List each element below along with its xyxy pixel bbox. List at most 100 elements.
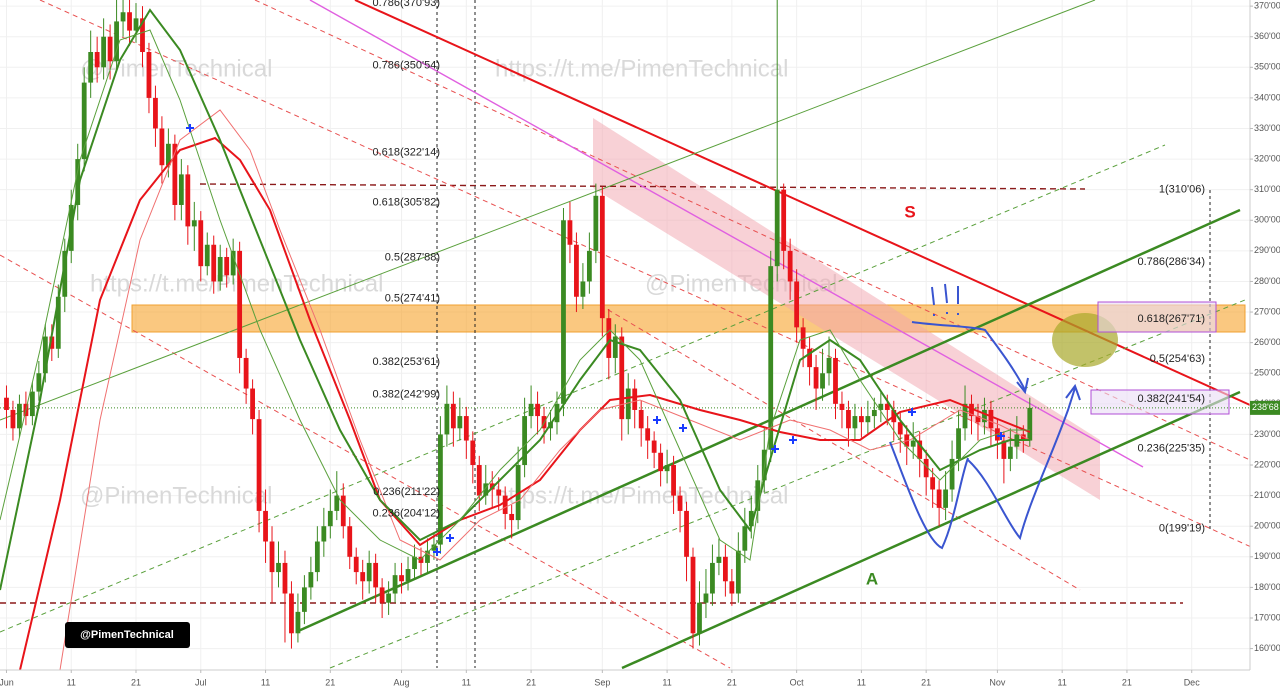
price-tag-label: 238'68 <box>1252 402 1279 412</box>
candle-body <box>153 97 158 129</box>
candle-body <box>884 403 890 410</box>
candle-body <box>314 541 320 573</box>
candle-body <box>4 397 9 410</box>
hand-drawings <box>889 283 1081 550</box>
hand-drawn-arrow <box>967 387 1076 541</box>
candle-body <box>308 572 314 588</box>
x-tick-label: 21 <box>727 677 737 687</box>
candle-body <box>586 250 592 282</box>
candle-body <box>334 495 340 511</box>
candle-body <box>975 416 981 423</box>
candle-body <box>353 556 359 573</box>
candle-body <box>826 357 832 374</box>
candle-body <box>574 244 579 297</box>
candle-body <box>340 495 346 527</box>
candle-body <box>632 388 638 410</box>
candle-body <box>133 18 139 31</box>
x-tick-label: 11 <box>662 677 671 687</box>
y-tick-label: 280'00 <box>1254 276 1280 286</box>
candle-body <box>360 572 366 582</box>
trend-line <box>599 304 1081 591</box>
watermark: https://t.me/PimenTechnical <box>90 270 383 297</box>
fib-label: 0.236(225'35) <box>1137 443 1205 455</box>
candle-body <box>787 250 793 282</box>
hand-drawn-path <box>889 441 969 550</box>
y-tick-label: 340'00 <box>1254 92 1280 102</box>
fib-label: 0.5(274'41) <box>385 292 440 304</box>
fib-label: 0.786(350'54) <box>372 60 440 72</box>
moving-average <box>19 136 1031 671</box>
candle-body <box>392 575 398 594</box>
moving-averages <box>0 8 1031 671</box>
candle-body <box>956 428 961 459</box>
price-tag <box>1250 400 1280 415</box>
y-tick-label: 210'00 <box>1254 490 1280 500</box>
candle-body <box>450 403 456 429</box>
candle-body <box>191 220 197 227</box>
candle-body <box>373 562 379 588</box>
candle-body <box>768 266 774 450</box>
candle-body <box>101 36 107 68</box>
exclamation-marks <box>931 283 959 306</box>
y-tick-label: 360'00 <box>1254 31 1280 41</box>
y-tick-label: 220'00 <box>1254 459 1280 469</box>
candle-body <box>425 550 430 563</box>
candle-body <box>366 562 372 582</box>
candle-body <box>858 416 864 423</box>
candle-body <box>735 550 741 594</box>
candle-body <box>185 174 191 227</box>
candle-body <box>49 336 55 349</box>
candle-body <box>742 526 748 551</box>
candle-body <box>412 556 417 570</box>
candle-body <box>794 281 800 328</box>
fib-label: 0(199'19) <box>1159 523 1205 535</box>
candle-body <box>379 587 385 603</box>
candle-body <box>289 593 294 634</box>
candle-body <box>910 440 916 447</box>
candle-body <box>250 388 255 420</box>
y-tick-label: 270'00 <box>1254 306 1280 316</box>
candle-body <box>476 465 482 496</box>
candle-body <box>276 562 281 573</box>
candle-body <box>75 159 81 205</box>
candle-body <box>813 367 819 389</box>
candle-body <box>658 452 664 472</box>
labels-layer: @PimenTechnical S A 0.786(370'93) 0.786(3… <box>65 0 1205 648</box>
x-tick-label: 11 <box>67 677 76 687</box>
fib-label: 0.236(211'22) <box>373 486 440 498</box>
candle-body <box>923 458 929 478</box>
y-tick-label: 330'00 <box>1254 123 1280 133</box>
x-tick-label: 11 <box>857 677 866 687</box>
green-line <box>0 144 1166 633</box>
candle-body <box>599 195 605 319</box>
y-tick-label: 250'00 <box>1254 368 1280 378</box>
candle-body <box>321 526 327 542</box>
candle-body <box>178 174 184 205</box>
candle-body <box>327 510 333 527</box>
candle-body <box>172 143 178 205</box>
candle-body <box>1007 446 1013 459</box>
candle-body <box>42 336 48 374</box>
fib-label: 0.618(267'71) <box>1137 313 1205 325</box>
candle-body <box>651 440 657 453</box>
channel-bottom <box>621 390 1241 670</box>
y-tick-label: 310'00 <box>1254 184 1280 194</box>
candle-body <box>593 195 599 251</box>
candle-body <box>969 403 974 417</box>
candle-body <box>619 336 625 420</box>
candle-body <box>716 556 722 563</box>
y-tick-label: 230'00 <box>1254 429 1280 439</box>
candle-body <box>217 256 223 282</box>
candle-body <box>269 541 275 573</box>
trend-line <box>39 0 1280 561</box>
candle-body <box>17 403 22 429</box>
candle-body <box>114 21 119 62</box>
trend-line <box>254 0 1251 461</box>
candle-body <box>230 250 236 276</box>
candle-body <box>55 296 61 349</box>
candle-body <box>502 495 508 514</box>
x-tick-label: 21 <box>131 677 141 687</box>
target-box <box>1097 301 1217 333</box>
fib-label: 0.618(305'82) <box>372 196 440 208</box>
